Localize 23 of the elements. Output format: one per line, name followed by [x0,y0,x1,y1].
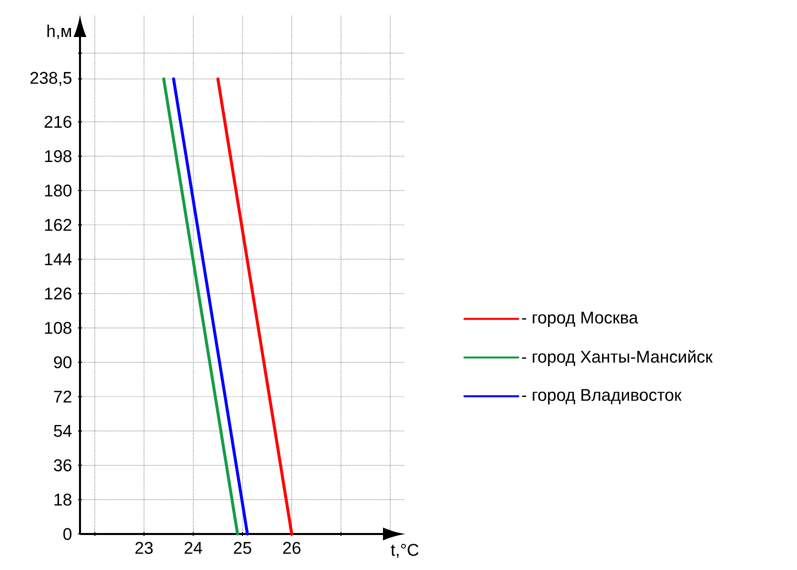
x-axis-title: t,°C [390,544,418,558]
y-tick-label: 90 [54,356,72,368]
x-tick-label: 24 [184,542,202,554]
y-tick-label: 126 [45,288,72,300]
y-tick-label: 36 [54,459,72,472]
y-tick-label: 238,5 [30,72,72,86]
x-tick-label: 25 [234,542,252,554]
legend-label: - город Владивосток [522,389,682,404]
y-tick-label: 162 [45,218,72,231]
x-tick-label: 26 [283,542,300,554]
y-tick-label: 108 [45,322,72,334]
y-tick-label: 180 [45,184,72,197]
legend-label: - город Москва [522,312,638,327]
y-tick-label: 0 [63,528,72,540]
legend-label: - город Ханты-Мансийск [522,350,713,366]
y-tick-label: 144 [45,253,72,266]
y-tick-label: 54 [54,425,72,437]
y-tick-label: 216 [44,116,72,128]
y-tick-label: 72 [54,390,72,403]
y-tick-label: 18 [54,494,72,506]
y-axis-title: h,м [47,24,71,40]
x-tick-label: 23 [135,542,153,554]
y-tick-label: 198 [45,150,72,162]
